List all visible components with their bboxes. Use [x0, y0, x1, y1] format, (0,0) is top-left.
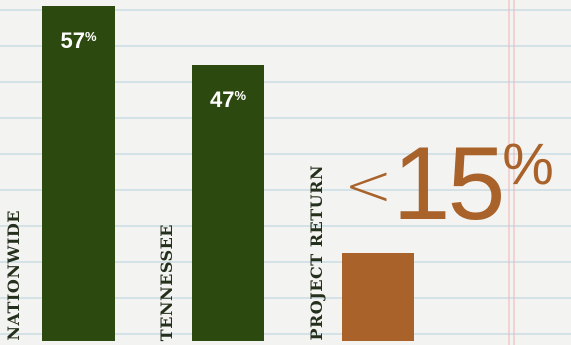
bar-tennessee: 47% — [192, 65, 264, 341]
bar-value-label-nationwide: 57% — [60, 28, 97, 53]
bar-value-label-tennessee: 47% — [209, 87, 247, 112]
bar-project-return — [342, 253, 414, 341]
bar-nationwide: 57% — [42, 6, 115, 341]
category-label-tennessee: TENNESSEE — [157, 223, 176, 341]
category-label-nationwide: NATIONWIDE — [4, 210, 23, 341]
bar-value-label-project-return: <15% — [344, 126, 554, 242]
category-label-project-return: PROJECT RETURN — [307, 165, 326, 341]
